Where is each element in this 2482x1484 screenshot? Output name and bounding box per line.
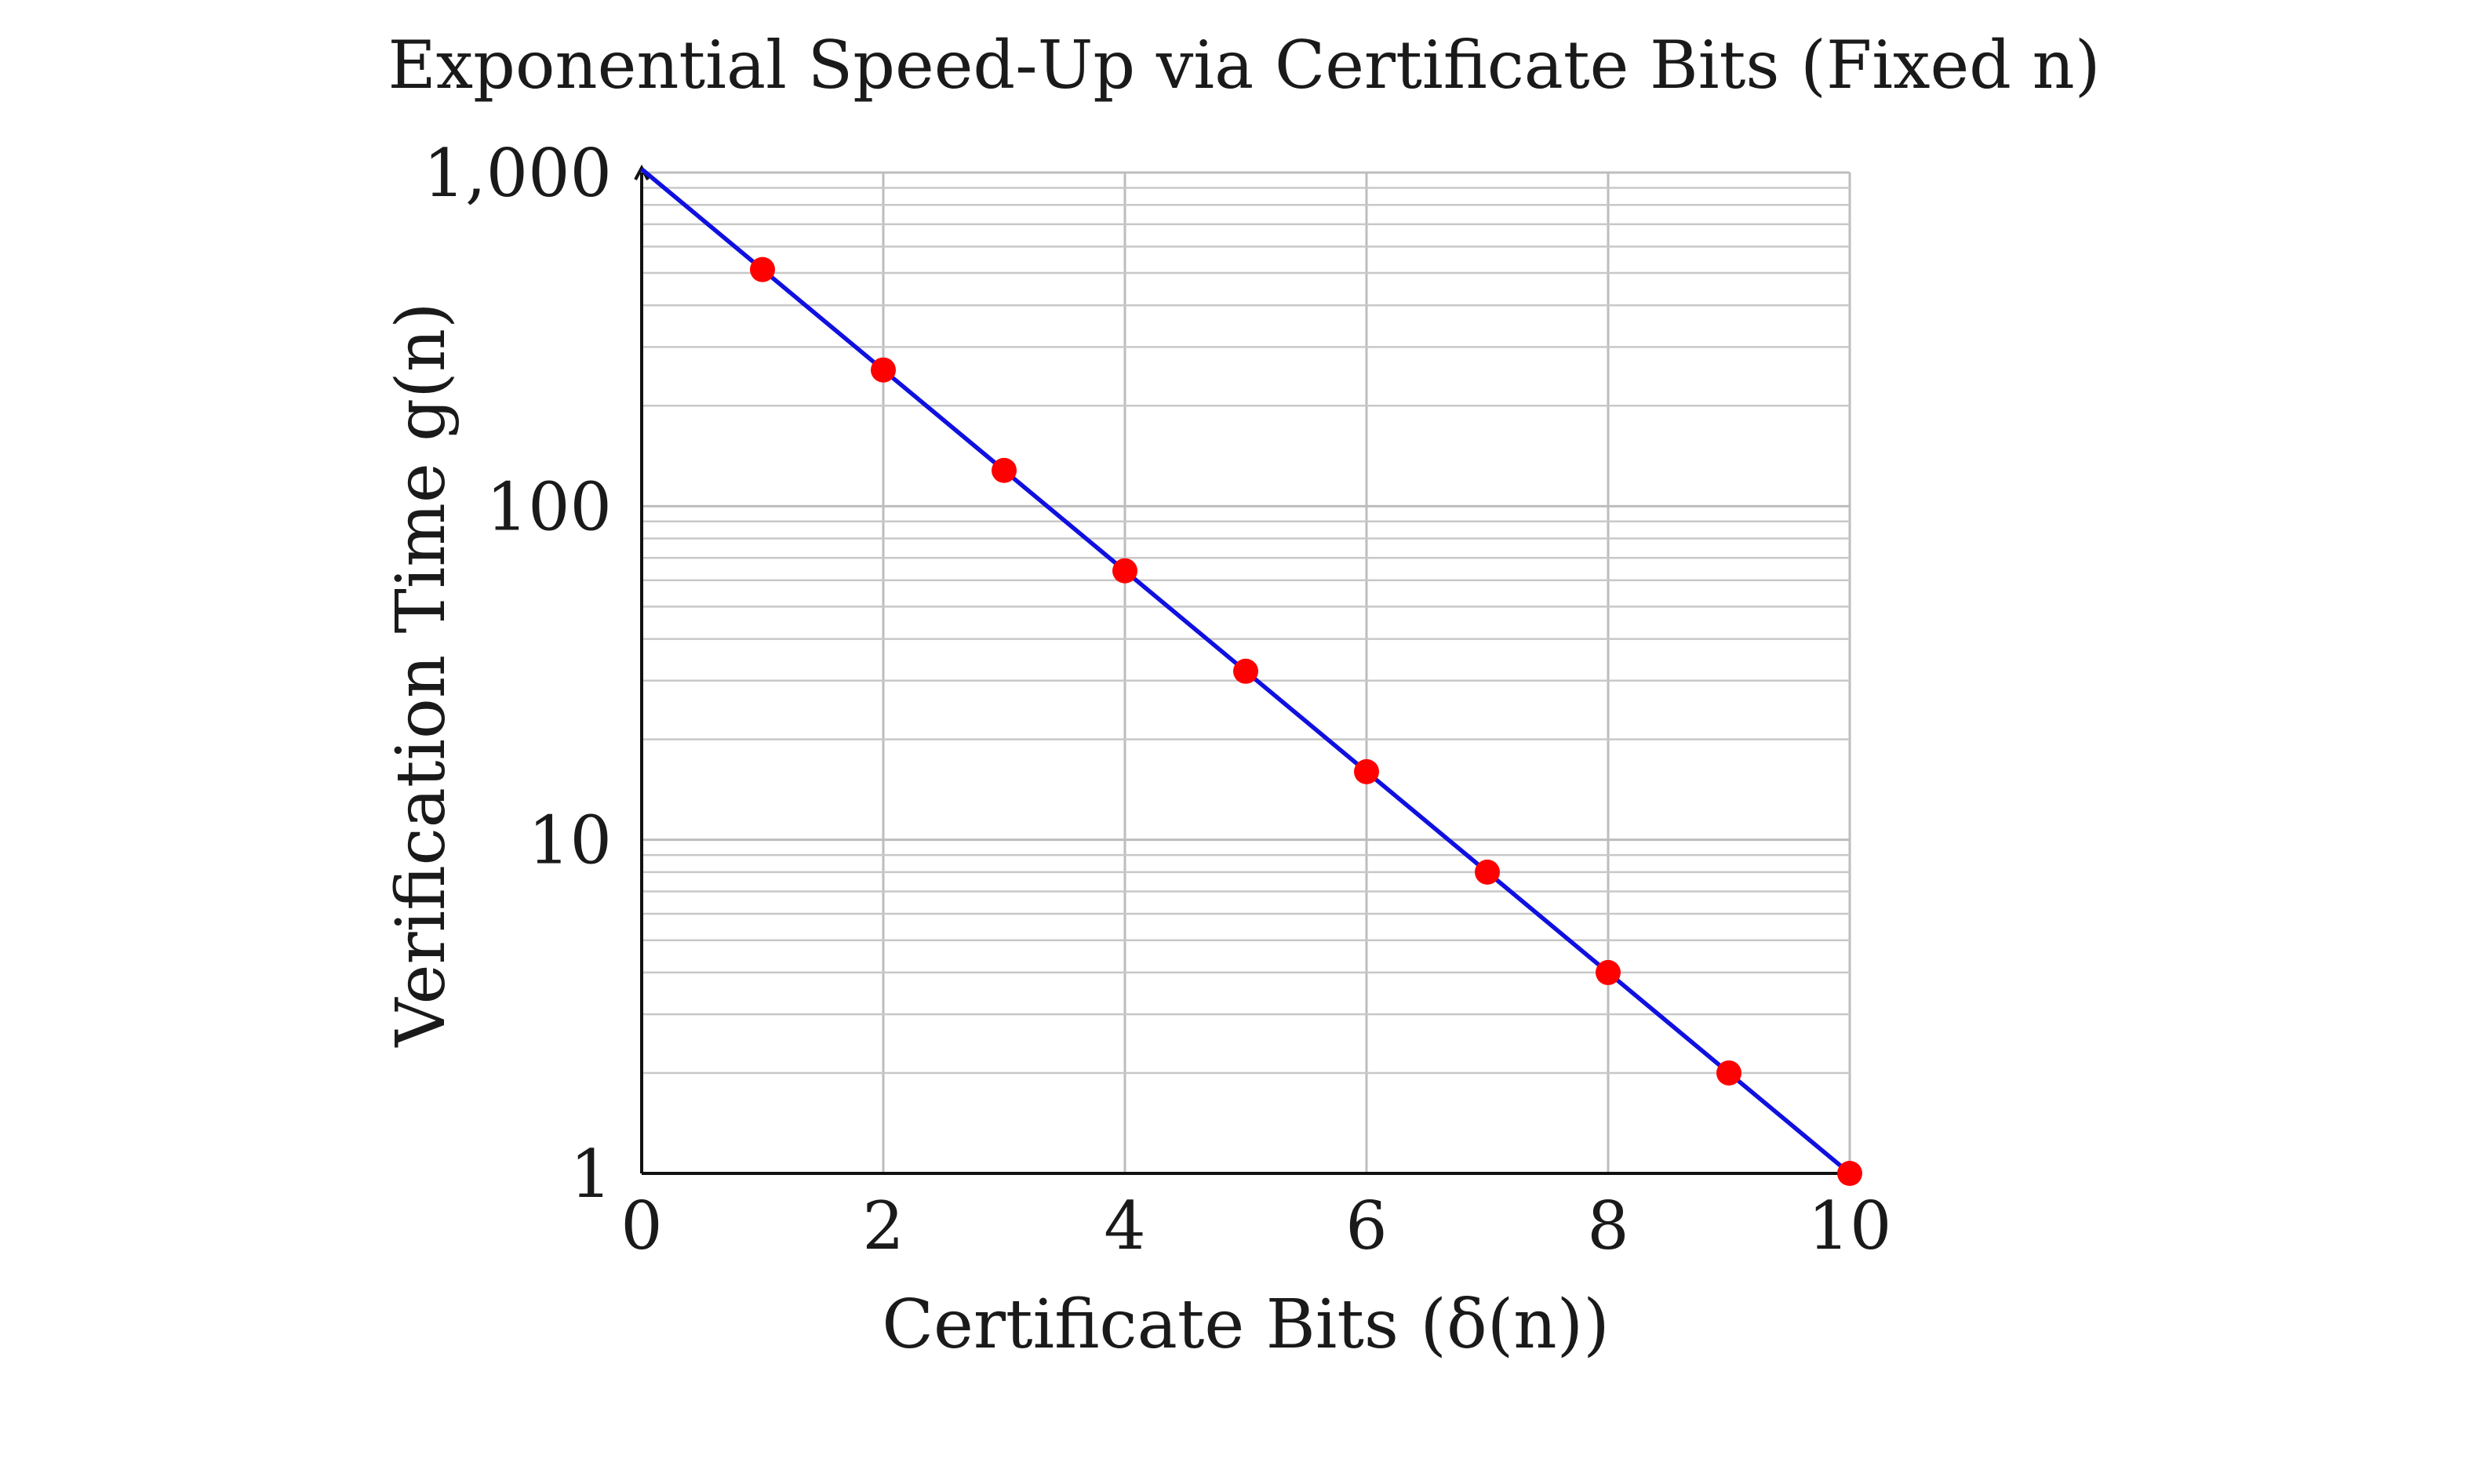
x-tick-label: 8 <box>1587 1188 1629 1264</box>
x-tick-label: 4 <box>1104 1188 1145 1264</box>
grid <box>642 171 1851 1173</box>
x-tick-label: 2 <box>862 1188 904 1264</box>
data-point <box>1354 758 1379 784</box>
x-tick-label: 0 <box>620 1188 662 1264</box>
data-point <box>1112 558 1137 584</box>
data-point <box>1837 1161 1862 1186</box>
data-point <box>992 457 1017 483</box>
data-point <box>1596 959 1621 985</box>
x-tick-label: 10 <box>1808 1188 1892 1264</box>
y-axis-arrow-icon <box>634 164 650 180</box>
series-layer <box>640 167 1862 1186</box>
x-axis-label: Certificate Bits (δ(n)) <box>882 1286 1610 1364</box>
data-point <box>871 357 896 383</box>
data-point <box>1233 658 1258 684</box>
data-point <box>1716 1060 1741 1086</box>
data-point <box>750 256 775 282</box>
y-tick-label: 100 <box>486 468 612 545</box>
tick-labels: 0 2 4 6 8 10 1 10 100 1,000 <box>424 135 1892 1264</box>
y-tick-label: 1,000 <box>424 135 612 212</box>
y-tick-label: 10 <box>528 802 612 879</box>
data-point <box>1475 859 1500 885</box>
y-tick-label: 1 <box>570 1136 612 1213</box>
y-axis-label: Verification Time g(n) <box>382 302 460 1047</box>
chart-title: Exponential Speed-Up via Certificate Bit… <box>388 27 2100 104</box>
x-tick-label: 6 <box>1345 1188 1387 1264</box>
